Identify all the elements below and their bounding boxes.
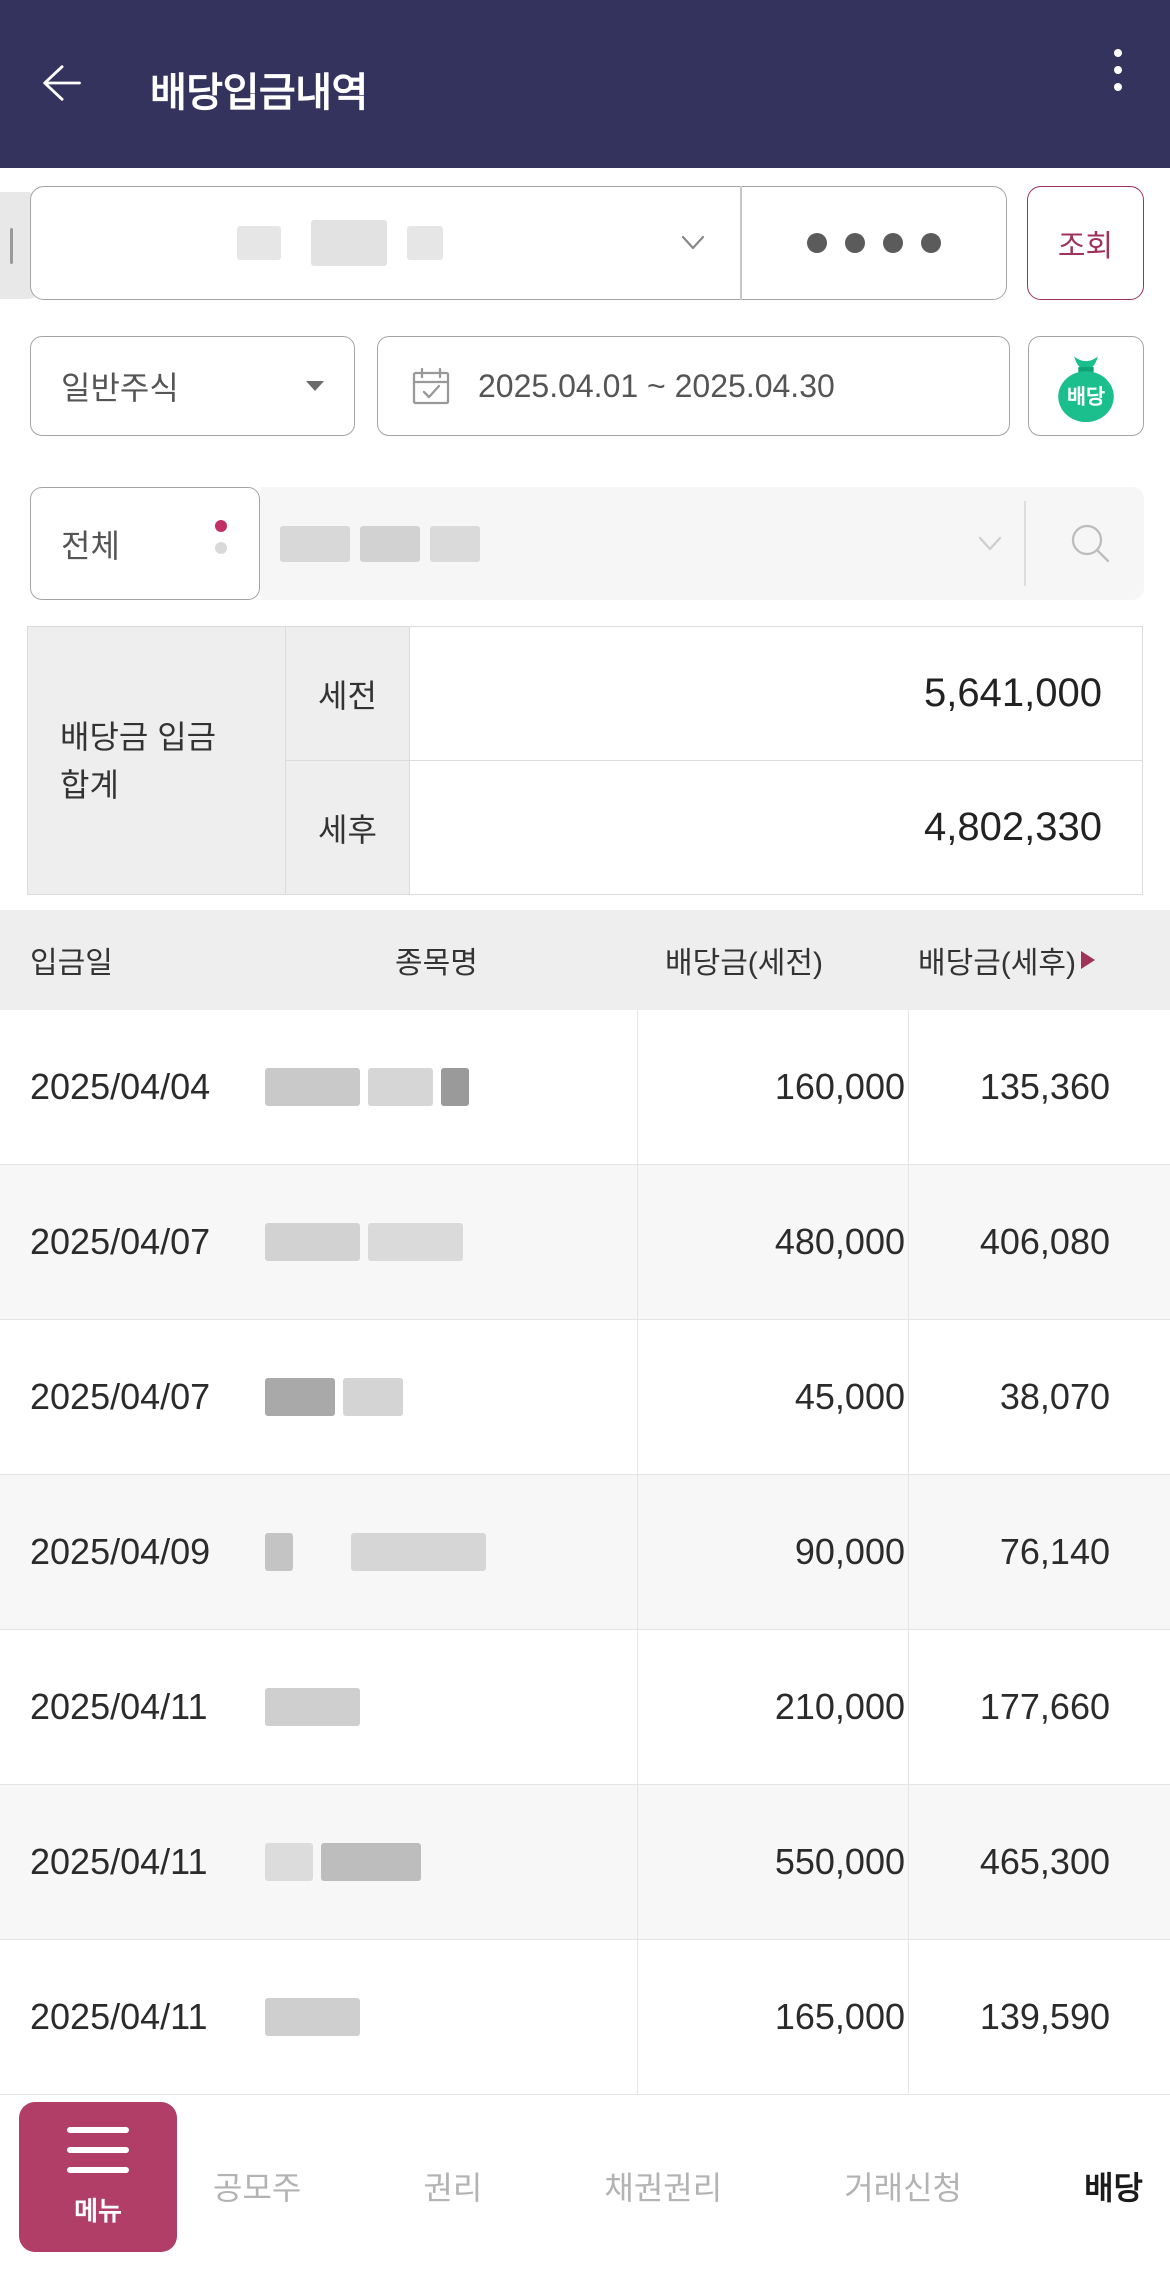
svg-text:배당: 배당 [1067,386,1105,409]
